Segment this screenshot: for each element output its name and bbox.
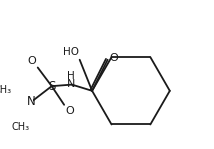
Text: HO: HO	[63, 47, 79, 57]
Text: N: N	[67, 79, 75, 89]
Text: N: N	[27, 95, 36, 108]
Text: O: O	[66, 106, 74, 116]
Text: CH₃: CH₃	[0, 85, 12, 95]
Text: CH₃: CH₃	[12, 122, 30, 132]
Text: H: H	[67, 71, 75, 81]
Text: O: O	[27, 56, 36, 66]
Text: S: S	[48, 80, 55, 93]
Text: O: O	[110, 53, 118, 63]
